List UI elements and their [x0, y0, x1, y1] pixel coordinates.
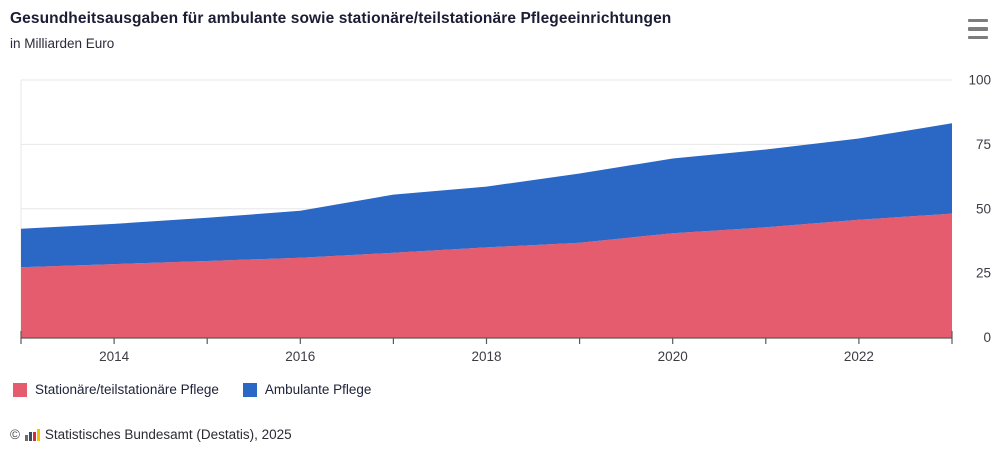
hamburger-bar	[968, 19, 988, 23]
source-line: © Statistisches Bundesamt (Destatis), 20…	[10, 427, 292, 442]
copyright-symbol: ©	[10, 427, 20, 442]
source-text: Statistisches Bundesamt (Destatis), 2025	[44, 427, 292, 442]
legend-item-stationaere-pflege[interactable]: Stationäre/teilstationäre Pflege	[13, 382, 219, 397]
legend-item-ambulante-pflege[interactable]: Ambulante Pflege	[242, 382, 372, 397]
hamburger-bar	[968, 35, 988, 39]
y-tick-label: 75	[976, 137, 991, 152]
chart-svg[interactable]: 2014 2016 2018 2020 2022 0 25 50 75 100	[0, 60, 1000, 372]
legend-swatch-stationaere	[13, 382, 27, 397]
x-tick-label: 2020	[658, 349, 688, 364]
chart-subtitle: in Milliarden Euro	[10, 35, 115, 51]
x-tick-label: 2022	[844, 349, 874, 364]
legend-label-ambulante: Ambulante Pflege	[264, 382, 372, 397]
y-tick-label: 100	[968, 73, 991, 88]
x-tick-label: 2016	[285, 349, 315, 364]
destatis-logo-icon	[24, 428, 40, 441]
chart-area[interactable]: 2014 2016 2018 2020 2022 0 25 50 75 100	[0, 60, 1000, 372]
y-tick-label: 25	[976, 266, 991, 281]
legend: Stationäre/teilstationäre Pflege Ambulan…	[13, 382, 371, 397]
hamburger-menu-icon[interactable]	[968, 18, 990, 40]
hamburger-bar	[968, 27, 988, 31]
legend-label-stationaere: Stationäre/teilstationäre Pflege	[35, 382, 219, 397]
y-tick-label: 0	[983, 330, 991, 345]
x-tick-label: 2018	[471, 349, 501, 364]
chart-title: Gesundheitsausgaben für ambulante sowie …	[10, 10, 672, 27]
legend-swatch-ambulante	[242, 382, 257, 397]
x-tick-label: 2014	[99, 349, 130, 364]
chart-header: Gesundheitsausgaben für ambulante sowie …	[10, 10, 960, 51]
y-tick-label: 50	[976, 201, 991, 216]
